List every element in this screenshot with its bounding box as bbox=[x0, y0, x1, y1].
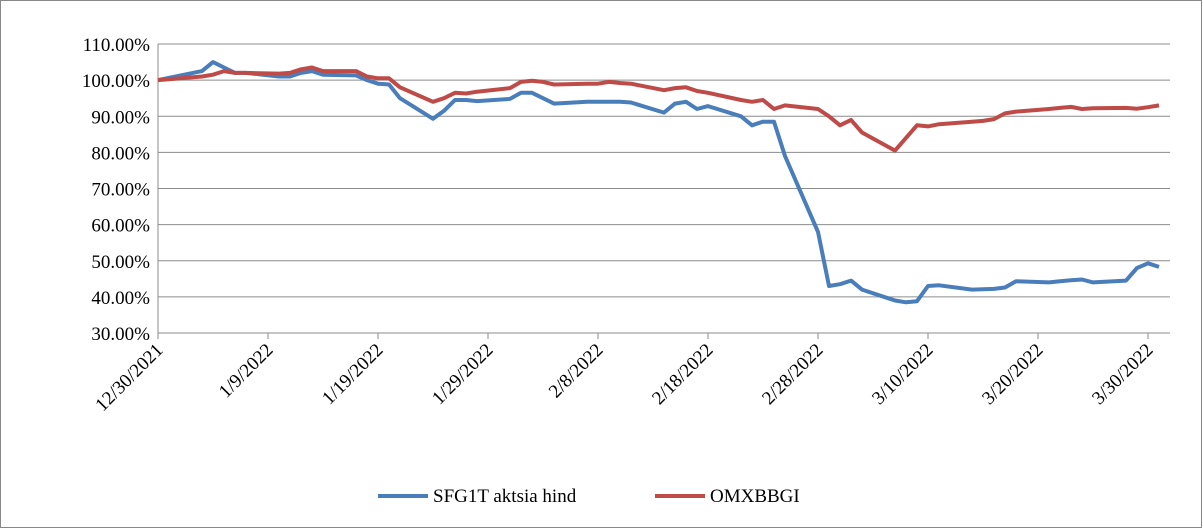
y-tick-label: 80.00% bbox=[91, 143, 150, 164]
y-tick-label: 90.00% bbox=[91, 107, 150, 128]
y-tick-label: 110.00% bbox=[83, 35, 151, 56]
y-tick-label: 30.00% bbox=[91, 324, 150, 345]
y-tick-label: 70.00% bbox=[91, 180, 150, 201]
legend-label: OMXBBGI bbox=[710, 486, 800, 507]
y-tick-label: 40.00% bbox=[91, 288, 150, 309]
y-tick-label: 60.00% bbox=[91, 216, 150, 237]
y-tick-label: 50.00% bbox=[91, 252, 150, 273]
y-tick-label: 100.00% bbox=[82, 71, 150, 92]
series-line bbox=[157, 65, 1160, 153]
legend-label: SFG1T aktsia hind bbox=[433, 486, 577, 507]
series-line bbox=[157, 60, 1160, 305]
